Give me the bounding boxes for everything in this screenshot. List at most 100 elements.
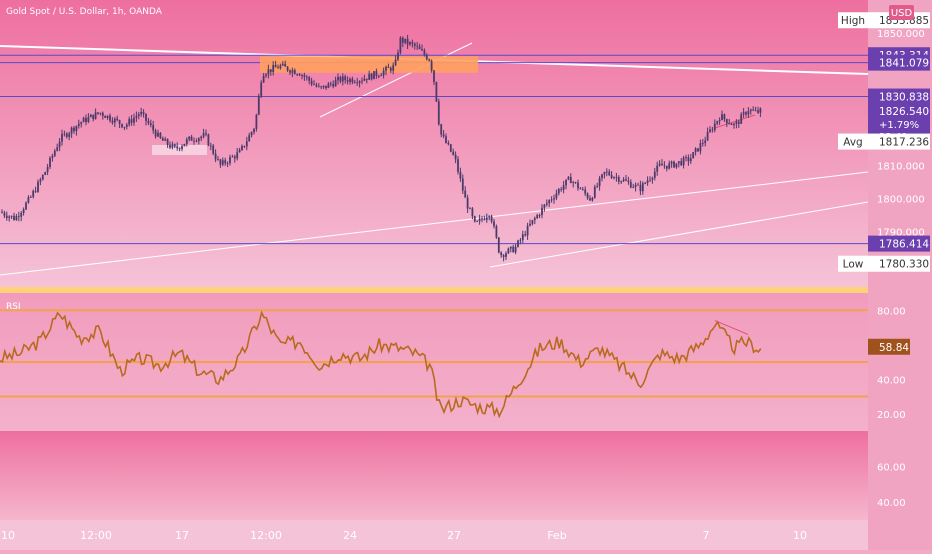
candle-body bbox=[562, 185, 565, 190]
candle-body bbox=[704, 140, 707, 144]
price-label-name: High bbox=[841, 15, 865, 27]
candle-body bbox=[387, 66, 390, 68]
candle-body bbox=[385, 66, 387, 71]
candle-body bbox=[543, 204, 546, 208]
candle-body bbox=[157, 132, 159, 137]
candle-body bbox=[152, 125, 155, 131]
trendline-support[interactable] bbox=[489, 201, 869, 268]
candle-body bbox=[171, 144, 174, 148]
candle-body bbox=[286, 66, 289, 71]
candle-body bbox=[411, 42, 414, 44]
candle-body bbox=[137, 114, 140, 117]
candle-body bbox=[53, 150, 56, 156]
candle-body bbox=[3, 212, 6, 216]
rsi-tick-label: 40.00 bbox=[877, 375, 906, 386]
candle-body bbox=[752, 109, 755, 111]
candle-body bbox=[87, 117, 90, 123]
trendline-lower[interactable] bbox=[0, 171, 869, 276]
candle-body bbox=[245, 141, 248, 147]
candle-body bbox=[106, 115, 109, 118]
price-label-value: 1780.330 bbox=[879, 259, 929, 271]
candle-body bbox=[97, 112, 99, 114]
candle-body bbox=[142, 112, 145, 114]
candle-body bbox=[610, 175, 613, 178]
zone-0[interactable] bbox=[260, 56, 478, 73]
candle-body bbox=[742, 112, 745, 115]
candle-body bbox=[17, 216, 20, 217]
orange-zones[interactable] bbox=[260, 56, 478, 73]
candle-body bbox=[77, 123, 80, 126]
candle-body bbox=[596, 186, 599, 187]
candle-body bbox=[759, 108, 762, 113]
candle-body bbox=[325, 85, 327, 88]
price-label-box bbox=[868, 54, 930, 71]
candle-body bbox=[754, 110, 757, 112]
time-tick-label: 10 bbox=[1, 529, 15, 542]
candle-body bbox=[601, 174, 603, 179]
candle-body bbox=[430, 60, 433, 71]
candle-body bbox=[377, 75, 380, 77]
candle-body bbox=[680, 161, 683, 166]
time-tick-label: 27 bbox=[447, 529, 461, 542]
candle-body bbox=[409, 42, 411, 45]
candle-body bbox=[73, 127, 75, 132]
candle-body bbox=[29, 196, 32, 198]
pane-separator[interactable] bbox=[0, 287, 868, 293]
main-pane[interactable] bbox=[0, 0, 868, 288]
time-tick-label: 12:00 bbox=[250, 529, 282, 542]
candle-body bbox=[735, 121, 738, 124]
candle-body bbox=[673, 161, 675, 168]
candle-body bbox=[389, 67, 392, 71]
price-tick-label: 1800.000 bbox=[877, 195, 925, 206]
time-tick-label: 7 bbox=[703, 529, 710, 542]
candle-body bbox=[617, 177, 620, 182]
candle-body bbox=[281, 63, 284, 66]
candle-body bbox=[183, 143, 186, 147]
candle-body bbox=[205, 133, 207, 135]
candle-body bbox=[293, 70, 296, 75]
candle-body bbox=[329, 83, 332, 85]
candle-body bbox=[193, 140, 195, 142]
time-axis-bar[interactable] bbox=[0, 520, 868, 550]
candle-body bbox=[269, 69, 272, 73]
candle-body bbox=[548, 200, 551, 204]
rsi-current-value: 58.84 bbox=[879, 342, 909, 354]
candle-body bbox=[82, 117, 85, 123]
candle-body bbox=[577, 182, 579, 189]
candle-body bbox=[677, 161, 680, 164]
candle-body bbox=[651, 177, 654, 180]
candle-body bbox=[613, 177, 615, 179]
lower-pane[interactable] bbox=[0, 431, 868, 520]
candle-body bbox=[661, 163, 663, 166]
candle-body bbox=[495, 226, 498, 238]
candle-body bbox=[250, 132, 253, 136]
candle-body bbox=[627, 180, 630, 182]
candle-body bbox=[181, 146, 183, 149]
candle-body bbox=[629, 181, 632, 188]
price-label-box bbox=[868, 12, 930, 29]
candle-body bbox=[404, 38, 407, 43]
candle-body bbox=[514, 246, 517, 253]
candle-body bbox=[557, 189, 560, 194]
candle-body bbox=[44, 172, 47, 175]
price-label-tag bbox=[838, 12, 868, 29]
candle-body bbox=[519, 239, 522, 241]
price-label-value: 1841.079 bbox=[879, 58, 929, 70]
candle-body bbox=[560, 189, 563, 190]
divergence-line-rsi[interactable] bbox=[714, 320, 749, 335]
candle-body bbox=[581, 189, 584, 190]
candle-body bbox=[637, 184, 639, 186]
candle-body bbox=[603, 171, 606, 175]
candle-body bbox=[553, 198, 555, 200]
candle-body bbox=[745, 112, 747, 115]
candle-body bbox=[550, 199, 553, 201]
candle-body bbox=[413, 43, 416, 46]
candle-body bbox=[454, 154, 457, 160]
candle-body bbox=[5, 215, 8, 218]
currency-badge[interactable] bbox=[889, 5, 914, 20]
candle-body bbox=[692, 152, 695, 159]
candle-body bbox=[670, 161, 673, 164]
price-tick-label: 1810.000 bbox=[877, 162, 925, 173]
